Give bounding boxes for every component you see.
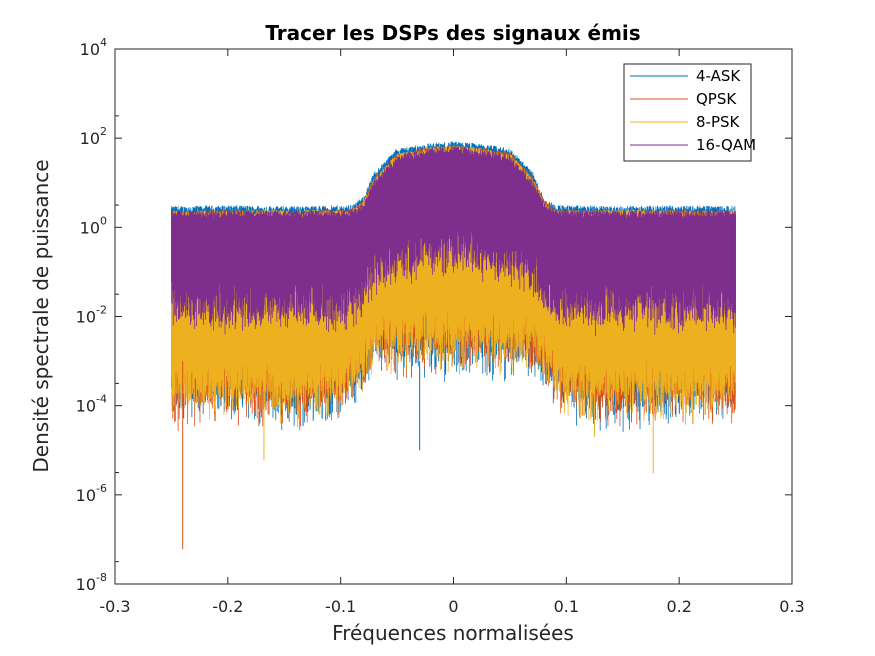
y-tick-label: 10-8 [76,571,107,594]
series-line [171,146,736,336]
y-tick-label: 102 [80,125,107,148]
legend-label: 16-QAM [696,136,756,154]
y-axis: 10-8 10-6 10-4 10-2 100 102 104 [76,36,792,594]
y-tick-label: 10-2 [76,304,107,327]
y-tick-label: 10-4 [76,393,107,416]
series-layer [171,141,736,550]
x-axis: -0.3 -0.2 -0.1 0 0.1 0.2 0.3 [99,49,805,616]
chart-title: Tracer les DSPs des signaux émis [265,21,640,45]
x-tick-label: 0 [448,597,458,616]
x-tick-label: 0.2 [666,597,691,616]
legend-label: 8-PSK [696,113,741,131]
y-tick-label: 10-6 [76,482,107,505]
x-tick-label: -0.1 [325,597,356,616]
legend-label: 4-ASK [696,67,741,85]
legend-label: QPSK [696,90,737,108]
x-tick-label: -0.2 [212,597,243,616]
x-tick-label: -0.3 [99,597,130,616]
x-axis-label: Fréquences normalisées [332,621,574,645]
x-tick-label: 0.3 [779,597,804,616]
y-axis-label: Densité spectrale de puissance [29,159,53,472]
x-tick-label: 0.1 [554,597,579,616]
legend: 4-ASK QPSK 8-PSK 16-QAM [623,63,756,162]
y-tick-label: 100 [80,214,107,237]
y-tick-label: 104 [80,36,107,59]
series-16-qam [171,146,736,336]
